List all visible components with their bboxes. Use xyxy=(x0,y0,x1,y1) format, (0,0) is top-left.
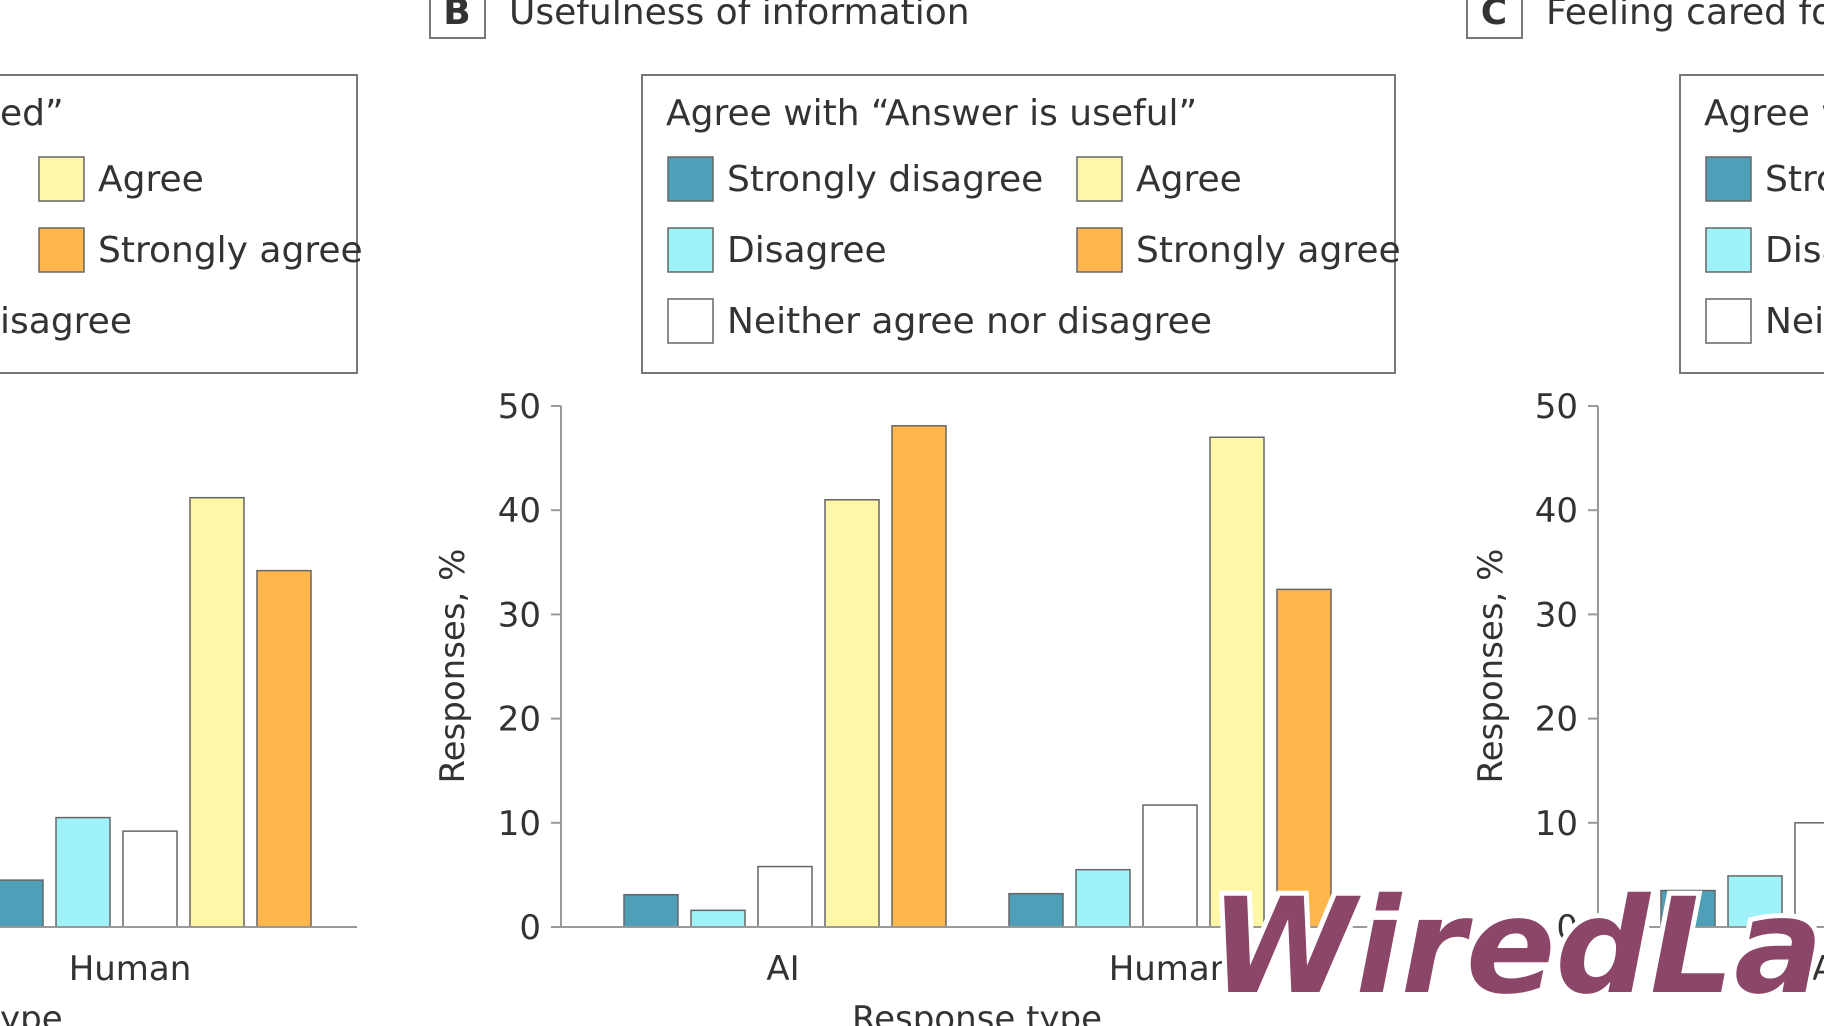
panel-b-category-ai: AI xyxy=(766,949,799,989)
watermark-logo: WiredLabz xyxy=(1210,870,1824,1024)
panel-c-legend-box xyxy=(1679,74,1824,374)
panel-b-y-tick-label-4: 40 xyxy=(498,491,541,531)
panel-b-y-axis-title: Responses, % xyxy=(433,549,473,784)
panel-b: B Usefulness of information Agree with “… xyxy=(429,0,1401,1026)
panel-a-bar-human-disagree xyxy=(55,816,111,928)
panel-a-bar-human-neither xyxy=(122,830,178,928)
panel-b-bar-ai-agree xyxy=(824,499,880,928)
panel-c-letter: C xyxy=(1481,0,1507,33)
panel-b-legend-swatch-strongly-disagree xyxy=(667,156,714,202)
panel-a-plot xyxy=(0,496,312,928)
panel-a-legend-label-agree: Agree xyxy=(98,159,204,200)
panel-c-legend-swatch-strongly-disagree xyxy=(1705,156,1752,202)
panel-a-bar-human-agree xyxy=(189,496,245,928)
panel-c-bar-a-disagree xyxy=(1727,875,1783,928)
panel-b-bar-human-strongly-disagree xyxy=(1008,892,1064,928)
panel-b-letter: B xyxy=(443,0,470,33)
panel-b-legend-label-strongly-disagree: Strongly disagree xyxy=(727,159,1043,200)
panel-c-y-tick-label-0: 0 xyxy=(1556,908,1578,948)
panel-c-legend-label-disagree: Disa xyxy=(1765,230,1824,271)
panel-b-bar-ai-strongly-agree xyxy=(891,425,947,928)
watermark: WiredLabz xyxy=(1205,865,1824,1026)
panel-a-x-axis-title: ype xyxy=(0,999,63,1026)
panel-c-plot xyxy=(1660,822,1824,928)
panel-c: C Feeling cared fo Agree w Stro Disa Nei… xyxy=(1466,0,1824,989)
panel-a-category-human: Human xyxy=(69,949,192,989)
panel-a-bar-human-strongly-disagree xyxy=(0,879,44,928)
panel-c-legend: Agree w Stro Disa Neit xyxy=(1679,74,1824,374)
panel-b-legend-box xyxy=(641,74,1396,374)
panel-b-legend-label-neither: Neither agree nor disagree xyxy=(727,301,1212,342)
panel-c-bar-a-neither xyxy=(1794,822,1824,928)
panel-a: ed” Agree Strongly agree isagree Human y… xyxy=(0,74,363,1026)
panel-c-legend-title: Agree w xyxy=(1704,93,1824,134)
panel-b-y-tick-label-3: 30 xyxy=(498,595,541,635)
panel-b-letter-box xyxy=(429,0,486,39)
panel-b-legend-label-disagree: Disagree xyxy=(727,230,887,271)
panel-b-category-human: Human xyxy=(1109,949,1232,989)
panel-c-y-ticks: 0 10 20 30 40 50 xyxy=(1535,387,1598,948)
panel-b-legend-swatch-agree xyxy=(1076,156,1123,202)
panel-b-legend: Agree with “Answer is useful” Strongly d… xyxy=(641,74,1401,374)
panel-c-y-tick-label-2: 20 xyxy=(1535,700,1578,740)
panel-b-y-ticks: 0 10 20 30 40 50 xyxy=(498,387,561,948)
panel-b-legend-swatch-strongly-agree xyxy=(1076,227,1123,273)
panel-a-legend-box xyxy=(0,74,358,374)
panel-b-legend-title: Agree with “Answer is useful” xyxy=(666,93,1197,134)
panel-b-bar-human-neither xyxy=(1142,804,1198,928)
panel-c-y-tick-label-3: 30 xyxy=(1535,595,1578,635)
panel-b-legend-label-strongly-agree: Strongly agree xyxy=(1136,230,1401,271)
panel-c-legend-swatch-disagree xyxy=(1705,227,1752,273)
panel-a-legend-label-neither-fragment: isagree xyxy=(0,301,132,342)
panel-a-legend-swatch-strongly-agree xyxy=(38,227,85,273)
panel-b-y-tick-label-1: 10 xyxy=(498,804,541,844)
panel-b-bar-ai-disagree xyxy=(690,909,746,928)
panel-a-bar-human-strongly-agree xyxy=(256,569,312,928)
panel-c-title: Feeling cared fo xyxy=(1546,0,1824,33)
panel-a-legend-label-strongly-agree: Strongly agree xyxy=(98,230,363,271)
panel-c-y-axis: 0 10 20 30 40 50 Responses, % xyxy=(1471,387,1599,948)
panel-c-legend-swatch-neither xyxy=(1705,298,1752,344)
panel-b-bar-human-strongly-agree xyxy=(1276,588,1332,928)
panel-b-legend-swatch-disagree xyxy=(667,227,714,273)
panel-a-legend: ed” Agree Strongly agree isagree xyxy=(0,74,363,374)
panel-b-plot xyxy=(623,425,1332,928)
panel-c-legend-label-neither: Neit xyxy=(1765,301,1824,342)
panel-b-title: Usefulness of information xyxy=(509,0,970,33)
panel-c-y-tick-label-4: 40 xyxy=(1535,491,1578,531)
panel-c-y-tick-label-1: 10 xyxy=(1535,804,1578,844)
panel-b-y-axis: 0 10 20 30 40 50 Responses, % xyxy=(433,387,562,948)
panel-c-y-tick-label-5: 50 xyxy=(1535,387,1578,427)
panel-a-legend-swatch-agree xyxy=(38,156,85,202)
panel-b-legend-label-agree: Agree xyxy=(1136,159,1242,200)
panel-b-y-tick-label-2: 20 xyxy=(498,700,541,740)
panel-b-legend-swatch-neither xyxy=(667,298,714,344)
panel-a-legend-title: ed” xyxy=(0,93,64,134)
panel-b-bar-human-disagree xyxy=(1075,868,1131,928)
panel-b-y-tick-label-5: 50 xyxy=(498,387,541,427)
panel-c-y-axis-title: Responses, % xyxy=(1471,549,1511,784)
panel-c-category-ai: A xyxy=(1812,949,1824,989)
panel-b-x-axis-title: Response type xyxy=(852,999,1102,1026)
panel-b-bar-ai-strongly-disagree xyxy=(623,893,679,928)
panel-c-letter-box xyxy=(1466,0,1523,39)
panel-c-legend-label-strongly-disagree: Stro xyxy=(1765,159,1824,200)
panel-b-y-tick-label-0: 0 xyxy=(519,908,541,948)
panel-b-bar-ai-neither xyxy=(757,865,813,928)
panel-b-bar-human-agree xyxy=(1209,436,1265,928)
